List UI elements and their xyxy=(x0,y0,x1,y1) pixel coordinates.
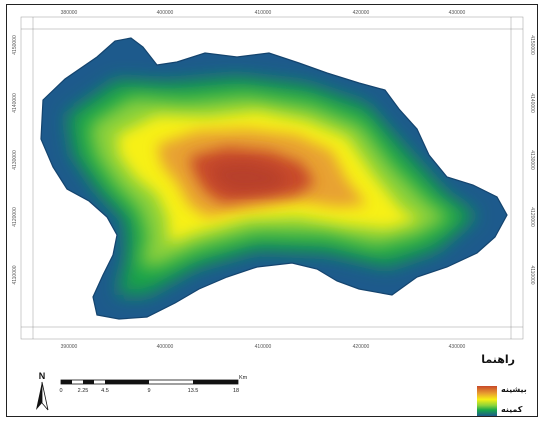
scale-bar: 0 2.25 4.5 9 13.5 18 Km xyxy=(59,375,247,394)
y-tick-right: 4150000 xyxy=(529,35,535,55)
scale-label: 4.5 xyxy=(101,388,109,394)
y-tick-right: 4130000 xyxy=(529,150,535,170)
legend-title: راهنما xyxy=(481,353,515,366)
legend-color-ramp xyxy=(477,386,497,416)
scale-unit: Km xyxy=(239,375,248,381)
x-tick-bottom: 420000 xyxy=(353,344,370,350)
elevation-surface xyxy=(41,38,507,319)
x-tick-bottom: 430000 xyxy=(449,344,466,350)
x-tick-bottom: 410000 xyxy=(255,344,272,350)
x-tick-labels-top: 380000 400000 410000 420000 430000 xyxy=(61,10,466,16)
north-label: N xyxy=(39,371,46,381)
y-tick-left: 4140000 xyxy=(12,93,18,113)
y-tick-right: 4110000 xyxy=(529,265,535,284)
north-arrow: N xyxy=(36,371,49,411)
scale-label: 18 xyxy=(233,388,239,394)
y-tick-labels-right: 4150000 4140000 4130000 4120000 4110000 xyxy=(529,35,535,284)
legend-max-label: بیشینه xyxy=(501,385,527,394)
x-tick-top: 380000 xyxy=(61,10,78,16)
x-tick-bottom: 400000 xyxy=(157,344,174,350)
x-tick-labels-bottom: 390000 400000 410000 420000 430000 xyxy=(61,344,466,350)
y-tick-left: 4130000 xyxy=(12,150,18,170)
x-tick-top: 420000 xyxy=(353,10,370,16)
y-tick-labels-left: 4150000 4140000 4130000 4120000 4110000 xyxy=(12,35,18,285)
map-frame: 380000 400000 410000 420000 430000 39000… xyxy=(6,4,538,417)
scale-label: 13.5 xyxy=(188,388,199,394)
x-tick-top: 430000 xyxy=(449,10,466,16)
y-tick-right: 4120000 xyxy=(529,207,535,227)
y-tick-left: 4110000 xyxy=(12,265,18,284)
y-tick-left: 4120000 xyxy=(12,207,18,227)
y-tick-right: 4140000 xyxy=(529,93,535,113)
north-arrow-icon xyxy=(36,382,42,410)
y-tick-left: 4150000 xyxy=(12,35,18,55)
scale-label: 0 xyxy=(59,388,62,394)
scale-label: 9 xyxy=(147,388,150,394)
legend-min-label: کمینه xyxy=(501,405,523,414)
map-canvas: 380000 400000 410000 420000 430000 39000… xyxy=(12,10,535,411)
x-tick-top: 410000 xyxy=(255,10,272,16)
graticule xyxy=(20,16,524,340)
x-tick-top: 400000 xyxy=(157,10,174,16)
x-tick-bottom: 390000 xyxy=(61,344,78,350)
scale-label: 2.25 xyxy=(78,388,89,394)
basin-boundary xyxy=(40,37,508,320)
